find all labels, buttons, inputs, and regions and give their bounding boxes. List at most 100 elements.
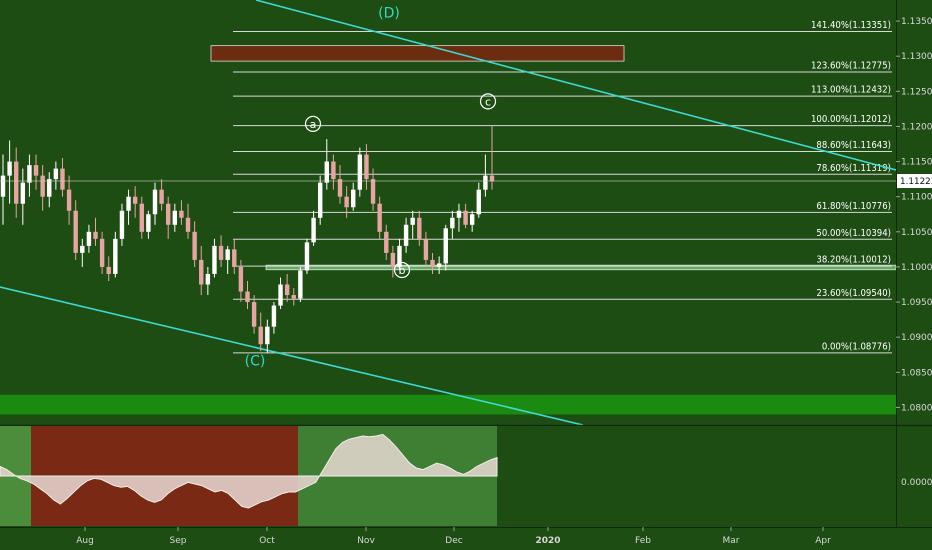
candle-body — [199, 259, 204, 285]
wave-label-minor: c — [485, 95, 491, 108]
support-zone[interactable] — [265, 264, 896, 271]
price-tick-label: 1.12000 — [901, 122, 932, 132]
candle-body — [291, 295, 296, 299]
candle-body — [410, 217, 415, 225]
candle-body — [73, 210, 78, 253]
wave-label-circle — [479, 93, 497, 110]
candle-body — [126, 196, 131, 211]
price-tick-label: 1.09500 — [901, 298, 932, 308]
bottom-band[interactable] — [0, 394, 896, 415]
fib-label: 50.00%(1.10394) — [816, 228, 891, 239]
candle-body — [456, 210, 462, 218]
candle-body — [132, 196, 138, 204]
candle-body — [476, 189, 481, 215]
time-tick-label: Dec — [445, 536, 462, 546]
candle-body — [66, 189, 72, 211]
price-tick-label: 1.13000 — [901, 52, 932, 62]
candle-body — [258, 326, 263, 345]
wave-label-minor: a — [310, 118, 317, 131]
candle-body — [469, 214, 475, 225]
candles-layer — [0, 125, 495, 353]
time-axis[interactable]: Aug Sep Oct Nov Dec 2020 Feb Mar Apr — [76, 527, 831, 546]
fib-label: 0.00%(1.08776) — [822, 341, 891, 352]
candle-body — [384, 231, 389, 253]
candle-body — [192, 231, 197, 260]
price-tick-label: 1.08000 — [901, 403, 932, 413]
price-tick-label: 1.11000 — [901, 193, 932, 203]
candle-body — [417, 217, 422, 239]
candle-body — [27, 165, 32, 183]
candle-body — [324, 161, 329, 183]
price-tick-label: 1.09000 — [901, 333, 932, 343]
wave-label-major: (C) — [245, 353, 266, 369]
time-tick-label: 2020 — [535, 536, 560, 546]
candle-body — [106, 266, 111, 274]
candle-body — [357, 154, 363, 190]
zones-layer — [0, 45, 896, 415]
fib-label: 61.80%(1.10776) — [816, 201, 891, 212]
time-tick-label: Nov — [357, 536, 375, 546]
candle-body — [337, 179, 343, 197]
candle-body — [463, 210, 468, 225]
current-price-tag: 1.11223 — [897, 174, 932, 189]
candle-body — [390, 252, 396, 267]
time-tick-label: Sep — [170, 536, 187, 546]
lower-trendline[interactable] — [0, 286, 584, 425]
candle-body — [172, 210, 178, 225]
candle-body — [489, 175, 495, 182]
candle-body — [225, 249, 230, 260]
candle-body — [86, 231, 92, 246]
candle-body — [14, 161, 19, 204]
time-tick-label: Apr — [815, 536, 831, 546]
resistance-zone[interactable] — [210, 45, 625, 62]
candle-body — [40, 175, 45, 197]
candle-body — [47, 179, 52, 197]
wave-label-circle — [393, 261, 411, 279]
time-tick-label: Feb — [635, 536, 651, 546]
current-price-value: 1.11223 — [900, 177, 932, 187]
wave-labels: (D) (C) a b c — [245, 6, 497, 369]
fib-label: 38.20%(1.10012) — [816, 255, 891, 266]
candle-body — [80, 245, 85, 253]
candle-body — [251, 302, 257, 327]
candle-body — [93, 231, 98, 239]
candle-body — [0, 175, 6, 197]
oscillator-area — [0, 433, 498, 509]
price-tick-label: 1.11500 — [901, 158, 932, 168]
oscillator-pane[interactable] — [0, 433, 498, 509]
candle-body — [113, 238, 118, 274]
candle-body — [436, 263, 442, 267]
candle-body — [344, 196, 349, 208]
candle-body — [311, 217, 316, 243]
fibonacci-levels: 141.40%(1.13351) 123.60%(1.12775) 113.00%(… — [233, 20, 892, 354]
upper-trendline[interactable] — [255, 0, 896, 171]
candle-body — [212, 245, 217, 274]
candle-body — [377, 203, 382, 232]
candle-body — [271, 305, 277, 327]
candle-body — [60, 168, 65, 190]
candle-body — [139, 203, 144, 232]
candle-body — [166, 203, 171, 225]
price-axis[interactable]: 1.13500 1.13000 1.12500 1.12000 1.11500 1.110… — [896, 17, 932, 413]
candle-body — [397, 245, 402, 267]
candle-body — [99, 238, 105, 267]
candle-body — [430, 259, 435, 267]
candle-body — [317, 182, 323, 218]
candle-body — [7, 161, 12, 176]
wave-label-minor: b — [399, 264, 406, 277]
candle-body — [370, 179, 376, 204]
candle-body — [159, 189, 164, 204]
candle-body — [205, 273, 211, 285]
candle-body — [146, 214, 151, 232]
fib-label: 23.60%(1.09540) — [816, 288, 891, 299]
candle-body — [185, 217, 191, 232]
candle-body — [403, 224, 409, 246]
price-tick-label: 1.10000 — [901, 263, 932, 273]
candle-body — [298, 270, 303, 299]
candle-body — [284, 284, 290, 296]
candle-body — [33, 165, 39, 176]
fib-label: 123.60%(1.12775) — [811, 61, 891, 72]
candle-body — [351, 189, 356, 208]
trendlines — [0, 0, 896, 425]
